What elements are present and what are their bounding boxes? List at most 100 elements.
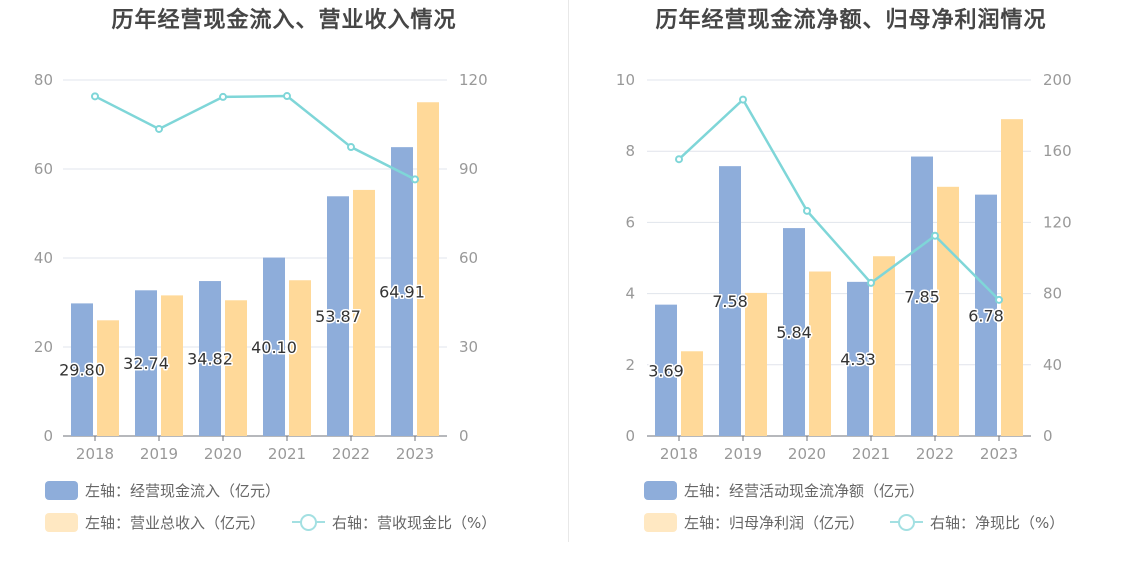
data-label: 32.74 (123, 354, 169, 373)
line-point (283, 92, 291, 101)
left-axis-tick-label: 4 (625, 285, 635, 303)
bar (71, 303, 93, 436)
left-axis-tick-label: 60 (34, 160, 53, 178)
left-axis-tick-label: 80 (34, 71, 53, 89)
right-axis-tick-label: 90 (459, 160, 478, 178)
bar (937, 186, 959, 436)
panel-divider (568, 0, 569, 542)
data-label: 34.82 (187, 350, 233, 369)
line-point (155, 124, 163, 133)
x-axis-tick-label: 2018 (660, 445, 698, 463)
bar (263, 257, 285, 436)
bar (161, 295, 183, 436)
line-point (931, 231, 939, 240)
right-axis-tick-label: 60 (459, 249, 478, 267)
legend-label: 左轴：归母净利润（亿元） (684, 514, 865, 532)
line-point (347, 143, 355, 152)
left-axis-tick-label: 40 (34, 249, 53, 267)
chart-panel-left: 历年经营现金流入、营业收入情况 0 20 40 60 80 0 30 60 90 120 2018 2… (34, 8, 496, 533)
bar (681, 351, 703, 436)
legend-item-series-2[interactable]: 左轴：营业总收入（亿元） (45, 512, 265, 533)
legend-item-series-1[interactable]: 左轴：经营活动现金流净额（亿元） (644, 480, 924, 501)
bar (873, 256, 895, 436)
data-label: 6.78 (968, 306, 1004, 325)
legend-swatch (45, 481, 78, 500)
legend-item-series-2[interactable]: 左轴：归母净利润（亿元） (644, 512, 864, 533)
x-axis-tick-label: 2023 (980, 445, 1018, 463)
bar (391, 147, 413, 436)
x-axis-tick-label: 2019 (140, 445, 178, 463)
x-axis-tick-label: 2021 (268, 445, 306, 463)
left-axis-tick-label: 20 (34, 338, 53, 356)
data-label: 5.84 (776, 323, 812, 342)
line-point (803, 206, 811, 215)
right-axis-tick-label: 30 (459, 338, 478, 356)
legend-label: 左轴：经营活动现金流净额（亿元） (684, 482, 925, 500)
legend-swatch (644, 513, 677, 532)
right-axis-tick-label: 0 (459, 427, 469, 445)
legend-item-series-1[interactable]: 左轴：经营现金流入（亿元） (45, 480, 280, 501)
bar (911, 156, 933, 437)
bar (809, 271, 831, 436)
chart-plot: 0 2 4 6 8 10 0 40 80 120 160 200 2018 2019 2020 2021 202… (616, 71, 1072, 463)
bar (417, 102, 439, 436)
bar (847, 281, 869, 436)
left-axis-tick-label: 6 (625, 213, 635, 231)
left-axis-tick-label: 0 (625, 427, 635, 445)
bar (225, 300, 247, 436)
legend-item-series-3[interactable]: 右轴：营收现金比（%） (292, 512, 496, 533)
legend-line-swatch (890, 513, 923, 532)
right-axis-tick-label: 80 (1043, 285, 1062, 303)
chart-panel-right: 历年经营现金流净额、归母净利润情况 0 2 4 6 8 10 0 40 80 120 160 200 2… (568, 0, 1134, 582)
x-axis-tick-label: 2022 (332, 445, 370, 463)
data-label: 29.80 (59, 361, 105, 380)
data-label: 40.10 (251, 338, 297, 357)
left-axis-tick-label: 10 (616, 71, 635, 89)
x-axis-tick-label: 2021 (852, 445, 890, 463)
x-axis-tick-label: 2020 (204, 445, 242, 463)
bar (783, 228, 805, 436)
bar (135, 290, 157, 436)
x-axis-tick-label: 2019 (724, 445, 762, 463)
data-label: 4.33 (840, 350, 876, 369)
chart-title: 历年经营现金流入、营业收入情况 (111, 8, 457, 33)
bar (97, 320, 119, 436)
x-axis-tick-label: 2018 (76, 445, 114, 463)
bar (327, 196, 349, 436)
legend-label: 左轴：营业总收入（亿元） (85, 514, 266, 532)
line-series (94, 94, 416, 181)
right-axis-tick-label: 200 (1043, 71, 1072, 89)
bar (353, 189, 375, 436)
x-axis-tick-label: 2023 (396, 445, 434, 463)
legend-line-swatch (292, 513, 325, 532)
left-axis-tick-label: 2 (625, 356, 635, 374)
data-label: 53.87 (315, 307, 361, 326)
legend-label: 右轴：净现比（%） (930, 514, 1065, 532)
legend-item-series-3[interactable]: 右轴：净现比（%） (890, 512, 1064, 533)
bar (199, 281, 221, 436)
right-axis-tick-label: 0 (1043, 427, 1053, 445)
data-label: 7.85 (904, 287, 940, 306)
x-axis-tick-label: 2020 (788, 445, 826, 463)
line-point (739, 95, 747, 104)
data-label: 7.58 (712, 292, 748, 311)
data-label: 64.91 (379, 283, 425, 302)
chart-title: 历年经营现金流净额、归母净利润情况 (655, 8, 1047, 33)
left-axis-tick-label: 0 (43, 427, 53, 445)
legend-label: 左轴：经营现金流入（亿元） (85, 482, 281, 500)
chart-plot: 0 20 40 60 80 0 30 60 90 120 2018 2019 2020 2021 2022 2… (34, 71, 488, 463)
bar (289, 280, 311, 436)
line-point (675, 155, 683, 164)
data-label: 3.69 (648, 361, 684, 380)
line-point (411, 175, 419, 184)
line-series (678, 97, 1000, 301)
line-point (219, 92, 227, 101)
bar (745, 292, 767, 436)
legend-swatch (45, 513, 78, 532)
right-axis-tick-label: 120 (1043, 213, 1072, 231)
bar (719, 166, 741, 437)
left-axis-tick-label: 8 (625, 142, 635, 160)
right-axis-tick-label: 160 (1043, 142, 1072, 160)
legend-swatch (644, 481, 677, 500)
legend-label: 右轴：营收现金比（%） (332, 514, 497, 532)
